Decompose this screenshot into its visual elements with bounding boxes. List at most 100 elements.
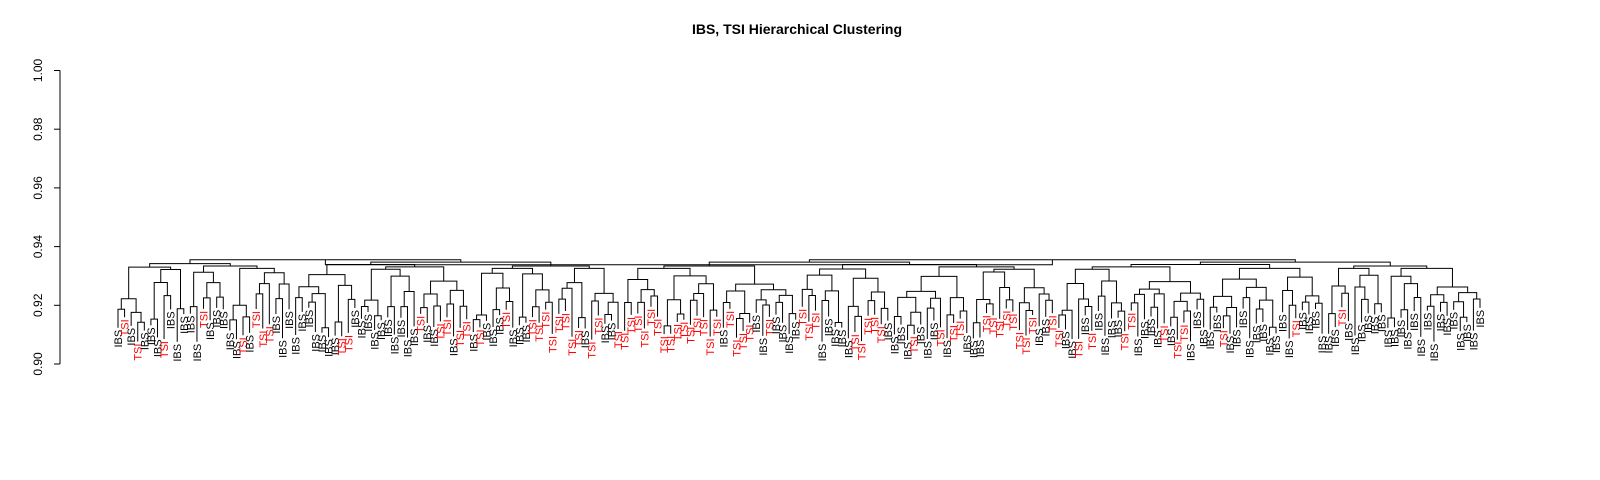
dendrogram-branch [1458,292,1478,302]
leaf-label: IBS [291,337,303,355]
leaf-label: IBS [968,340,980,358]
dendrogram-branch [624,301,632,331]
dendrogram-branch [1061,309,1073,340]
leaf-label: IBS [1251,326,1263,344]
dendrogram-branch [446,303,455,337]
dendrogram-branch [1426,305,1435,342]
dendrogram-branch [775,301,784,323]
dendrogram-branch [1148,281,1191,294]
dendrogram-branch [808,259,1296,263]
leaf-label: IBS [1436,314,1448,332]
leaf-label: IBS [403,340,415,358]
leaf-label: IBS [1455,333,1467,351]
dendrogram-branch [1196,298,1205,328]
leaf-label: TSI [528,319,540,336]
leaf-label: IBS [1442,318,1454,336]
dendrogram-branch [722,301,731,328]
dendrogram-branch [1245,286,1267,301]
leaf-label: TSI [666,336,678,353]
dendrogram-branch [308,274,346,287]
dendrogram-branch [149,263,231,268]
leaf-label: IBS [1107,321,1119,339]
leaf-label: IBS [1330,329,1342,347]
dendrogram-branch [709,309,718,337]
dendrogram-branch [607,301,619,330]
y-tick-label: 0.90 [31,352,45,376]
dendrogram-branch [1288,304,1297,339]
leaf-label: IBS [1389,329,1401,347]
dendrogram-branch [216,296,224,310]
dendrogram-branch [558,298,566,314]
leaf-label: TSI [1014,332,1026,349]
dendrogram-branch [1078,298,1090,339]
leaf-label: IBS [284,311,296,329]
leaf-label: IBS [1370,317,1382,335]
leaf-label: IBS [889,336,901,354]
dendrogram-branch [1387,317,1395,328]
dendrogram-branch [1005,299,1014,312]
leaf-label: IBS [205,322,217,340]
dendrogram-branch [760,289,787,300]
leaf-label: IBS [192,344,204,362]
leaf-label: TSI [462,321,474,338]
dendrogram-branch [834,322,843,328]
dendrogram-branch [739,312,751,323]
dendrogram-branch [788,313,797,335]
leaf-label: IBS [521,325,533,343]
leaf-label: IBS [277,340,289,358]
leaf-label: TSI [159,341,171,358]
dendrogram-branch [324,259,1053,266]
leaf-label: TSI [1087,333,1099,350]
leaf-label: IBS [396,320,408,338]
dendrogram-branch [242,316,251,336]
leaf-label: IBS [1396,320,1408,338]
y-tick-label: 0.94 [31,235,45,259]
leaf-label: IBS [113,330,125,348]
leaf-label: IBS [166,311,178,329]
leaf-label: TSI [633,316,645,333]
dendrogram-branch [1255,308,1264,324]
dendrogram-branch [627,278,649,303]
leaf-label: IBS [488,329,500,347]
leaf-label: IBS [1324,336,1336,354]
dendrogram-branch [594,292,614,303]
leaf-label: IBS [1034,328,1046,346]
dendrogram-branch [374,315,382,330]
leaf-label: TSI [797,309,809,326]
dendrogram-branch [698,283,714,311]
dendrogram-branches [117,259,1481,342]
dendrogram-branch [693,293,705,318]
leaf-label: TSI [659,336,671,353]
dendrogram-branch [1361,298,1369,323]
dendrogram-branch [1331,285,1346,314]
leaf-label: IBS [1212,314,1224,332]
leaf-label: TSI [850,334,862,351]
leaf-label: IBS [751,315,763,333]
dendrogram-branch [1413,297,1422,337]
leaf-label: TSI [534,325,546,342]
leaf-label: IBS [1100,338,1112,356]
leaf-label: TSI [593,318,605,335]
dendrogram-branch [880,307,889,325]
dendrogram-branch [852,277,879,307]
leaf-label: TSI [475,329,487,346]
leaf-labels: IBSTSIIBSTSIIBSIBSIBSTSIIBSIBSIBSIBSIBST… [113,309,1487,362]
leaf-label: IBS [1350,337,1362,355]
dendrogram-branch [511,265,590,269]
leaf-label: IBS [139,332,151,350]
dendrogram-branch [726,290,746,314]
dendrogram-branch [430,280,458,295]
leaf-label: IBS [1297,312,1309,330]
dendrogram-branch [370,268,401,301]
leaf-label: TSI [435,323,447,340]
leaf-label: IBS [1376,314,1388,332]
dendrogram-branch [640,289,655,303]
dendrogram-branch [400,306,409,338]
dendrogram-branch [1199,261,1391,266]
leaf-label: IBS [962,335,974,353]
leaf-label: IBS [1357,324,1369,342]
dendrogram-branch [1045,299,1053,317]
dendrogram-branch [255,293,264,329]
dendrogram-branch [926,307,935,339]
dendrogram-branch [663,265,756,285]
